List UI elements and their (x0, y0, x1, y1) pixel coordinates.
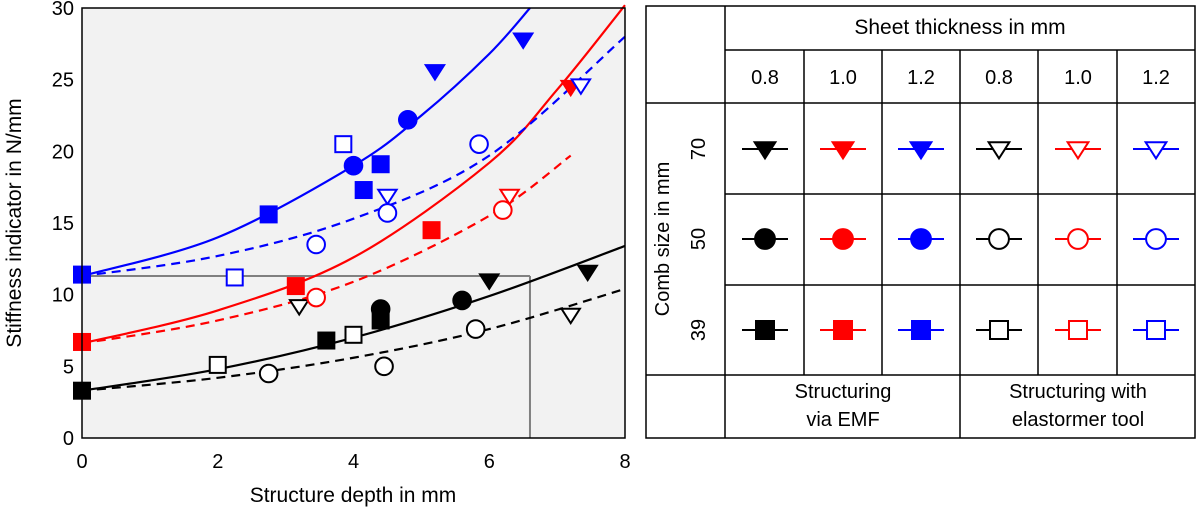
legend-frame (645, 5, 1196, 439)
data-point (258, 363, 279, 384)
comb-size-label: 70 (688, 138, 710, 160)
x-tick-labels: 0 2 4 6 8 (76, 451, 630, 473)
data-point (225, 268, 244, 287)
data-point (317, 331, 336, 350)
trendline (81, 35, 626, 278)
data-point (306, 287, 326, 308)
legend-symbol (911, 320, 931, 340)
x-tick-label: 8 (619, 451, 630, 473)
legend-symbol (988, 228, 1010, 250)
emf-label-line1: Structuring (795, 381, 892, 403)
legend-symbol (1065, 141, 1091, 161)
data-point (423, 64, 446, 82)
legend-symbol (755, 320, 775, 340)
legend-symbol (1067, 228, 1089, 250)
data-point (576, 264, 599, 282)
legend-symbol (1146, 320, 1166, 340)
x-tick-label: 6 (484, 451, 495, 473)
y-tick-label: 30 (52, 0, 74, 20)
y-tick-labels: 0 5 10 15 20 25 30 (52, 0, 74, 450)
data-point (334, 135, 353, 154)
data-point (344, 325, 363, 344)
data-point (376, 188, 399, 207)
stiffness-chart: 0 2 4 6 8 0 5 10 15 20 25 30 Structure depth in mm… (3, 0, 631, 507)
data-point (398, 110, 418, 130)
legend-symbol (989, 320, 1009, 340)
y-axis-label: Stiffness indicator in N/mm (3, 98, 26, 347)
thickness-label: 0.8 (985, 67, 1013, 89)
reference-lines (82, 275, 531, 438)
method-labels: Structuring via EMF Structuring with ela… (795, 381, 1147, 431)
legend-symbol (986, 141, 1012, 161)
comb-size-axis-label: Comb size in mm (652, 162, 674, 316)
data-point (469, 134, 489, 154)
legend-header: Sheet thickness in mm (854, 16, 1065, 39)
comb-size-label: 39 (688, 319, 710, 341)
thickness-label: 1.0 (1064, 67, 1092, 89)
x-tick-label: 4 (348, 451, 359, 473)
legend-symbol (754, 228, 776, 250)
data-point (377, 203, 398, 223)
data-point (371, 155, 390, 174)
data-point (422, 221, 441, 240)
legend-symbol (833, 320, 853, 340)
x-axis-label: Structure depth in mm (250, 484, 457, 507)
data-point (493, 200, 513, 220)
data-point (288, 299, 311, 317)
comb-size-labels: 70 50 39 (688, 138, 710, 341)
data-point (306, 234, 326, 255)
thickness-label: 1.0 (829, 67, 857, 89)
data-point (512, 32, 535, 50)
legend-symbol (830, 141, 856, 161)
legend-symbol (908, 141, 934, 161)
y-tick-label: 10 (52, 285, 74, 307)
thickness-label: 1.2 (1142, 67, 1170, 89)
legend-symbol (1068, 320, 1088, 340)
legend-symbols (742, 141, 1179, 340)
data-point (343, 155, 364, 176)
thickness-labels: 0.8 1.0 1.2 0.8 1.0 1.2 (751, 67, 1170, 89)
y-tick-label: 15 (52, 213, 74, 235)
legend-symbol (752, 141, 778, 161)
elastomer-label-line1: Structuring with (1009, 381, 1147, 403)
data-point (498, 188, 521, 207)
emf-label-line2: via EMF (806, 409, 879, 431)
elastomer-label-line2: elastormer tool (1012, 409, 1144, 431)
legend-symbol (832, 228, 854, 250)
y-tick-label: 5 (63, 356, 74, 378)
x-tick-label: 2 (212, 451, 223, 473)
y-tick-label: 20 (52, 141, 74, 163)
trendline (81, 154, 572, 345)
data-point (208, 355, 227, 374)
y-tick-label: 25 (52, 70, 74, 92)
data-point (286, 277, 305, 296)
data-point (478, 273, 501, 291)
data-point (569, 78, 592, 96)
data-point (559, 307, 582, 325)
data-point (452, 290, 472, 311)
thickness-label: 0.8 (751, 67, 779, 89)
data-point (354, 181, 373, 200)
trendline (81, 4, 626, 345)
data-point (371, 311, 390, 330)
x-tick-label: 0 (76, 451, 87, 473)
y-tick-label: 0 (63, 428, 74, 450)
comb-size-label: 50 (688, 228, 710, 250)
data-point (259, 205, 278, 224)
data-point (374, 356, 394, 377)
legend-symbol (1143, 141, 1169, 161)
plot-frame (81, 7, 626, 439)
data-point (465, 319, 486, 339)
trendline (81, 7, 531, 278)
legend-symbol (1145, 228, 1167, 250)
legend-symbol (910, 228, 932, 250)
thickness-label: 1.2 (907, 67, 935, 89)
plot-area (82, 8, 625, 438)
trendline (81, 287, 626, 392)
legend-grid (645, 5, 1196, 439)
